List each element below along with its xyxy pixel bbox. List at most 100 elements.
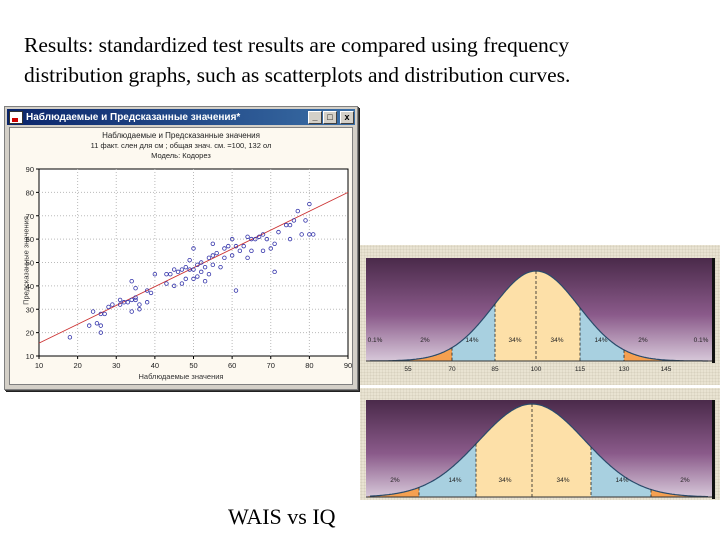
data-point (229, 253, 235, 258)
maximize-button[interactable]: □ (323, 110, 337, 124)
data-point (183, 276, 188, 282)
data-point (129, 309, 134, 314)
data-point (218, 264, 223, 270)
data-point (98, 323, 103, 328)
x-tick-label: 20 (73, 361, 81, 370)
band-percent-label: 34% (550, 337, 563, 344)
data-point (287, 222, 293, 228)
data-point (260, 248, 266, 254)
chart-area: Наблюдаемые и Предсказанные значения 11 … (9, 127, 353, 385)
data-point (195, 262, 200, 268)
curve-band (476, 404, 532, 497)
x-tick-label: 50 (189, 361, 197, 370)
data-point (191, 267, 196, 272)
band-percent-label: 34% (556, 477, 569, 484)
data-point (311, 232, 316, 237)
data-point (144, 300, 150, 305)
data-point (133, 286, 138, 291)
score-curve-graphic: 2%14%34%34%14%2%200300400500600700800 (366, 400, 715, 499)
band-percent-label: 2% (680, 477, 690, 484)
data-point (245, 255, 250, 261)
data-point (90, 309, 96, 314)
data-point (253, 236, 258, 242)
data-point (137, 302, 142, 307)
curve-band (536, 271, 580, 361)
data-point (98, 330, 103, 335)
data-point (206, 271, 212, 277)
curve-band (368, 487, 419, 497)
y-tick-label: 60 (26, 235, 34, 244)
y-tick-label: 70 (26, 212, 34, 221)
band-percent-label: 14% (448, 477, 461, 484)
window-titlebar[interactable]: Наблюдаемые и Предсказанные значения* _ … (7, 109, 355, 125)
y-tick-label: 80 (26, 188, 34, 197)
data-point (222, 246, 227, 251)
data-point (171, 267, 177, 272)
data-point (102, 311, 107, 317)
data-point (210, 253, 216, 258)
data-point (210, 262, 216, 268)
curve-tick-label: 85 (491, 366, 499, 373)
data-point (202, 264, 208, 270)
curve-band (651, 489, 709, 497)
data-point (129, 278, 134, 284)
band-percent-label: 14% (465, 337, 478, 344)
band-percent-label: 34% (508, 337, 521, 344)
curve-tick-label: 55 (404, 366, 412, 373)
minimize-button[interactable]: _ (308, 110, 322, 124)
x-tick-label: 80 (305, 361, 313, 370)
data-point (191, 246, 196, 251)
data-point (226, 243, 231, 249)
x-tick-label: 40 (151, 361, 159, 370)
data-point (199, 269, 204, 275)
curve-band (624, 349, 712, 361)
data-point (222, 255, 227, 261)
data-point (272, 269, 277, 275)
data-point (183, 264, 188, 270)
curve-band (495, 271, 536, 361)
y-tick-label: 20 (26, 329, 34, 338)
scatter-window: Наблюдаемые и Предсказанные значения* _ … (4, 106, 358, 390)
curve-band (366, 347, 452, 361)
score-normal-curve: 2%14%34%34%14%2%200300400500600700800 (360, 388, 720, 500)
data-point (291, 218, 297, 223)
y-tick-label: 50 (26, 259, 34, 268)
data-point (87, 323, 92, 328)
data-point (233, 243, 239, 249)
heading-line-1: Results: standardized test results are c… (24, 33, 570, 57)
data-point (191, 276, 196, 282)
data-point (144, 288, 150, 293)
data-point (307, 201, 312, 207)
curve-band (532, 404, 591, 497)
chart-subtitle: 11 факт. слен для см ; общая знач. см. =… (90, 141, 272, 150)
data-point (148, 290, 154, 296)
data-point (199, 260, 204, 265)
data-point (206, 255, 212, 261)
data-point (110, 302, 115, 307)
scatter-plot: 10 20 30 40 50 60 70 80 90 10 20 30 40 50 60 70 80 90 (26, 165, 352, 370)
data-point (179, 267, 185, 272)
data-point (287, 236, 293, 242)
x-tick-label: 10 (35, 361, 43, 370)
band-percent-label: 34% (498, 477, 511, 484)
window-title: Наблюдаемые и Предсказанные значения* (26, 111, 241, 123)
data-point (117, 302, 123, 307)
y-tick-label: 30 (26, 305, 34, 314)
data-point (272, 241, 277, 246)
band-percent-label: 2% (420, 337, 430, 344)
close-button[interactable]: x (340, 110, 354, 124)
data-point (210, 241, 216, 246)
curve-tick-label: 115 (575, 366, 586, 373)
app-chart-icon (9, 110, 23, 124)
y-tick-label: 40 (26, 282, 34, 291)
y-tick-label: 90 (26, 165, 34, 174)
data-point (241, 243, 246, 249)
iq-curve-graphic: 0.1% 2% 14% 34% 34% 14% 2% 0.1% 55 70 85 100 115 130 1… (366, 258, 715, 373)
data-point (299, 232, 304, 237)
data-point (137, 307, 142, 312)
data-point (67, 335, 73, 340)
data-point (245, 234, 250, 239)
band-percent-label: 0.1% (694, 337, 709, 344)
data-point (202, 278, 208, 284)
data-point (171, 283, 177, 289)
